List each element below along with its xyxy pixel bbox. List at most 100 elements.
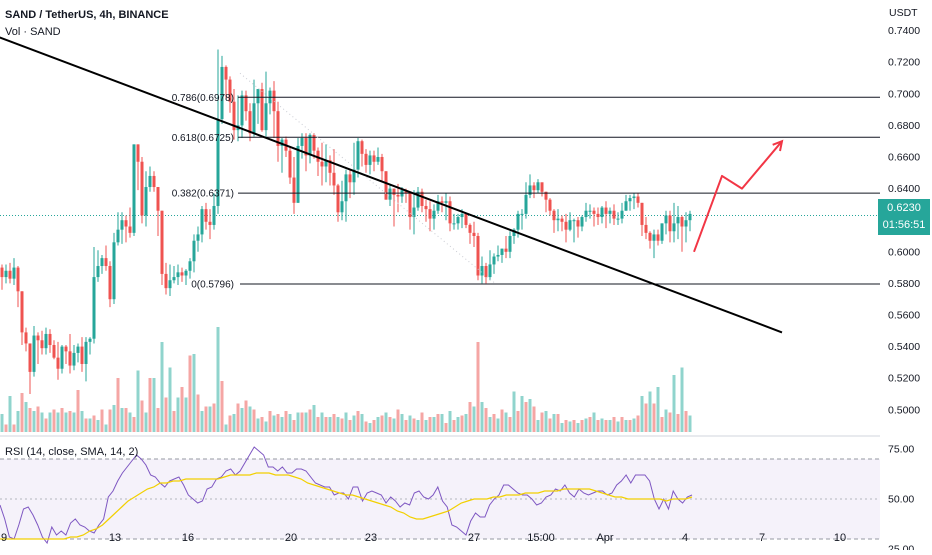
candle-body	[260, 89, 264, 131]
candle-body	[576, 220, 580, 227]
candle-body	[516, 213, 520, 230]
candle-body	[64, 346, 68, 352]
candle-body	[164, 273, 168, 289]
candle-body	[68, 351, 72, 366]
volume-bar	[616, 421, 620, 432]
candle-body	[512, 229, 516, 236]
volume-bar	[636, 415, 640, 432]
candle-body	[252, 103, 256, 134]
current-price-tag: 0.6230 01:56:51	[878, 199, 930, 235]
candle-body	[20, 291, 24, 333]
volume-bar	[68, 411, 72, 432]
projection-arrowhead	[772, 139, 784, 152]
volume-bar	[140, 400, 144, 432]
rsi-sma-line	[0, 472, 693, 540]
candle-body	[108, 266, 112, 300]
volume-bar	[396, 409, 400, 432]
candle-body	[244, 95, 248, 112]
time-tick-label: 9	[1, 532, 7, 544]
volume-bar	[620, 417, 624, 432]
volume-bar	[392, 418, 396, 432]
volume-bar	[684, 411, 688, 432]
rsi-label[interactable]: RSI (14, close, SMA, 14, 2)	[5, 446, 139, 458]
candle-body	[276, 111, 280, 146]
volume-bar	[544, 411, 548, 432]
volume-bar	[536, 420, 540, 432]
candle-body	[100, 258, 104, 267]
candle-body	[340, 201, 344, 213]
volume-bar	[424, 420, 428, 432]
volume-bar	[540, 412, 544, 432]
volume-bar	[116, 378, 120, 432]
price-tick-label: 0.6600	[888, 152, 920, 164]
candle-body	[660, 223, 664, 241]
candle-body	[664, 215, 668, 224]
candle-body	[316, 150, 320, 162]
volume-bar	[412, 418, 416, 432]
volume-bar	[336, 417, 340, 432]
volume-bar	[160, 342, 164, 432]
volume-bar	[384, 412, 388, 432]
candle-body	[668, 215, 672, 232]
candle-body	[676, 217, 680, 224]
rsi-tick-label: 50.00	[888, 494, 914, 506]
time-tick-label: 4	[682, 532, 688, 544]
volume-bar	[240, 408, 244, 432]
candle-body	[404, 190, 408, 194]
volume-bar	[436, 414, 440, 432]
candle-body	[364, 153, 368, 165]
volume-bar	[596, 420, 600, 432]
candle-body	[540, 182, 544, 192]
volume-bar	[380, 415, 384, 432]
candle-body	[8, 270, 12, 279]
price-tick-label: 0.6400	[888, 183, 920, 195]
volume-bar	[364, 421, 368, 432]
volume-bar	[228, 415, 232, 432]
candle-body	[608, 210, 612, 214]
candle-body	[304, 138, 308, 156]
candle-body	[44, 333, 48, 349]
volume-bar	[440, 414, 444, 432]
volume-bar	[256, 418, 260, 432]
candle-body	[588, 210, 592, 212]
volume-bar	[80, 411, 84, 432]
volume-bar	[296, 412, 300, 432]
price-tick-label: 0.7400	[888, 25, 920, 37]
candle-body	[384, 171, 388, 200]
volume-bar	[344, 412, 348, 432]
time-tick-label: 15:00	[527, 532, 555, 544]
candle-body	[428, 209, 432, 219]
candle-body	[524, 194, 528, 214]
candle-body	[328, 160, 332, 173]
volume-bar	[484, 408, 488, 432]
candle-body	[312, 134, 316, 151]
candle-body	[368, 155, 372, 165]
volume-bar	[208, 406, 212, 432]
volume-bar	[360, 414, 364, 432]
candle-body	[464, 213, 468, 225]
volume-bar	[660, 417, 664, 432]
time-tick-label: 13	[109, 532, 121, 544]
volume-bar	[672, 375, 676, 432]
candle-body	[196, 234, 200, 241]
volume-bar	[496, 418, 500, 432]
volume-bar	[172, 411, 176, 432]
candle-body	[48, 333, 52, 346]
volume-bar	[324, 417, 328, 432]
symbol-title[interactable]: SAND / TetherUS, 4h, BINANCE	[5, 9, 169, 21]
volume-bar	[108, 409, 112, 432]
candle-body	[156, 187, 160, 211]
volume-bar	[664, 409, 668, 432]
volume-bar	[640, 396, 644, 432]
candle-body	[544, 191, 548, 200]
candle-body	[36, 335, 40, 341]
volume-bar	[452, 420, 456, 432]
volume-label[interactable]: Vol · SAND	[5, 26, 61, 38]
candle-body	[604, 207, 608, 214]
candle-body	[424, 205, 428, 210]
volume-bar	[180, 387, 184, 432]
current-price: 0.6230	[887, 202, 921, 214]
volume-bar	[72, 412, 76, 432]
volume-bar	[420, 412, 424, 432]
